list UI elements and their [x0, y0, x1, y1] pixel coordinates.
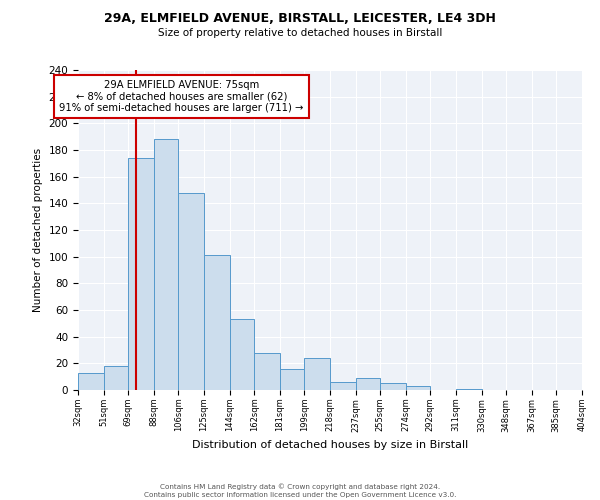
Bar: [406, 386, 430, 390]
Text: 29A, ELMFIELD AVENUE, BIRSTALL, LEICESTER, LE4 3DH: 29A, ELMFIELD AVENUE, BIRSTALL, LEICESTE…: [104, 12, 496, 26]
Text: 29A ELMFIELD AVENUE: 75sqm
← 8% of detached houses are smaller (62)
91% of semi-: 29A ELMFIELD AVENUE: 75sqm ← 8% of detac…: [59, 80, 304, 113]
Bar: [330, 382, 356, 390]
Bar: [280, 368, 304, 390]
Bar: [230, 320, 254, 390]
Bar: [154, 140, 178, 390]
Bar: [204, 256, 230, 390]
Text: Contains HM Land Registry data © Crown copyright and database right 2024.
Contai: Contains HM Land Registry data © Crown c…: [144, 484, 456, 498]
Bar: [380, 384, 406, 390]
X-axis label: Distribution of detached houses by size in Birstall: Distribution of detached houses by size …: [192, 440, 468, 450]
Bar: [304, 358, 330, 390]
Bar: [128, 158, 154, 390]
Bar: [178, 192, 204, 390]
Bar: [78, 372, 104, 390]
Bar: [104, 366, 128, 390]
Bar: [356, 378, 380, 390]
Bar: [456, 388, 482, 390]
Y-axis label: Number of detached properties: Number of detached properties: [33, 148, 43, 312]
Text: Size of property relative to detached houses in Birstall: Size of property relative to detached ho…: [158, 28, 442, 38]
Bar: [254, 352, 280, 390]
